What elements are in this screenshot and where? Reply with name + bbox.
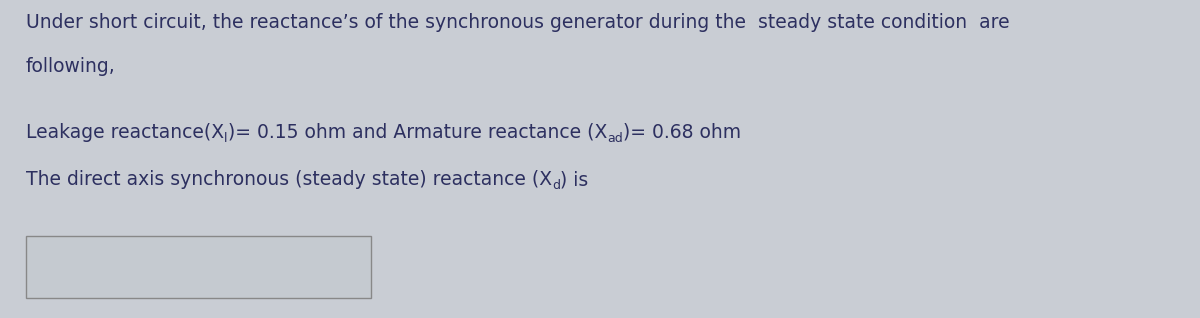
Text: d: d xyxy=(552,179,560,192)
Text: ) is: ) is xyxy=(560,170,588,189)
FancyBboxPatch shape xyxy=(26,236,371,298)
Text: Leakage reactance(X: Leakage reactance(X xyxy=(26,123,224,142)
Text: following,: following, xyxy=(26,57,115,76)
Text: )= 0.15 ohm and Armature reactance (X: )= 0.15 ohm and Armature reactance (X xyxy=(228,123,607,142)
Text: )= 0.68 ohm: )= 0.68 ohm xyxy=(623,123,740,142)
Text: l: l xyxy=(224,132,228,145)
Text: Under short circuit, the reactance’s of the synchronous generator during the  st: Under short circuit, the reactance’s of … xyxy=(26,13,1009,32)
Text: The direct axis synchronous (steady state) reactance (X: The direct axis synchronous (steady stat… xyxy=(26,170,552,189)
Text: ad: ad xyxy=(607,132,623,145)
